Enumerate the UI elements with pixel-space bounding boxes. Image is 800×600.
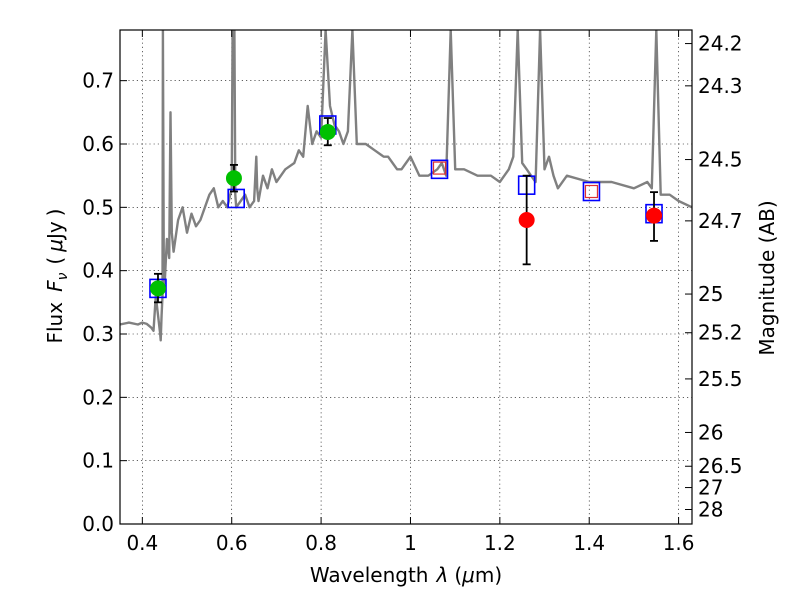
y2-tick-label: 26.5 <box>698 454 743 478</box>
x-tick-label: 0.6 <box>216 531 248 555</box>
x-axis-title: Wavelength λ (μm) <box>310 563 502 587</box>
y2-tick-label: 24.3 <box>698 74 743 98</box>
y-tick-label: 0.6 <box>82 132 114 156</box>
observed-point <box>518 212 535 228</box>
axes-layer: 0.4 0.6 0.8 1 1.2 1.4 1.6 0.0 0.1 0.2 0.3 0.4 0.5 0.6… <box>82 29 743 555</box>
y-axis-title: FluxFν(μJy) <box>43 208 71 343</box>
y-tick-label: 0.3 <box>82 322 114 346</box>
model-photometry-square <box>227 188 245 209</box>
y-tick-label: 0.2 <box>82 385 114 409</box>
model-photometry-inner-square <box>432 161 447 175</box>
observed-point <box>225 170 242 187</box>
y2-tick-label: 24.7 <box>698 209 743 233</box>
spectrum-layer <box>120 30 692 342</box>
y2-tick-label: 25.2 <box>698 321 743 345</box>
model-spectrum-line <box>120 30 692 342</box>
model-photometry-inner-square <box>584 184 599 199</box>
y-tick-label: 0.7 <box>82 69 114 93</box>
y2-tick-label: 24.5 <box>698 148 743 172</box>
y2-tick-label: 24.2 <box>698 32 743 56</box>
observed-point <box>149 280 166 297</box>
y-tick-label: 0.5 <box>82 195 114 219</box>
plot-frame <box>119 29 693 525</box>
y2-axis-title: Magnitude (AB) <box>755 200 779 355</box>
model-photometry-square <box>582 181 601 202</box>
y-tick-label: 0.0 <box>82 512 114 536</box>
y2-tick-label: 26 <box>698 420 723 444</box>
observed-point <box>319 123 336 140</box>
y2-tick-label: 27 <box>698 476 723 500</box>
marker-layer <box>149 115 663 304</box>
x-tick-label: 0.4 <box>126 531 158 555</box>
x-tick-label: 1.6 <box>663 531 695 555</box>
x-tick-label: 1.2 <box>484 531 516 555</box>
x-tick-label: 1.4 <box>573 531 605 555</box>
y2-tick-label: 25 <box>698 282 723 306</box>
y-tick-label: 0.4 <box>82 259 114 283</box>
model-photometry-square <box>430 159 449 180</box>
y2-tick-label: 28 <box>698 497 723 521</box>
x-tick-label: 0.8 <box>305 531 337 555</box>
y-tick-label: 0.1 <box>82 449 114 473</box>
observed-point <box>646 207 663 224</box>
x-tick-label: 1 <box>404 531 417 555</box>
y2-tick-label: 25.5 <box>698 367 743 391</box>
